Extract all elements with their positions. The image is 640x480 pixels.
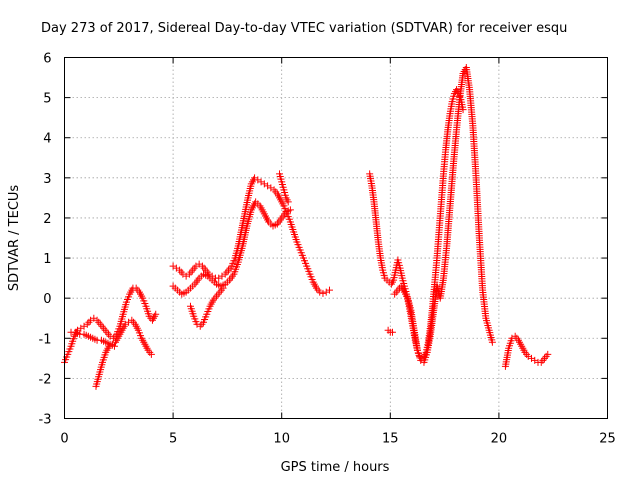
x-tick-label: 5 bbox=[169, 432, 177, 447]
data-point bbox=[544, 350, 552, 358]
y-tick-label: -3 bbox=[39, 413, 52, 428]
data-point bbox=[219, 284, 227, 292]
y-tick-label: 0 bbox=[43, 292, 51, 307]
grid bbox=[64, 57, 608, 419]
data-point bbox=[284, 198, 292, 206]
data-point bbox=[286, 206, 294, 214]
data-point bbox=[110, 342, 118, 350]
x-tick-label: 15 bbox=[382, 432, 399, 447]
plot-frame bbox=[64, 57, 608, 419]
y-tick-label: 6 bbox=[43, 52, 51, 67]
data-point bbox=[316, 288, 324, 296]
x-tick-label: 20 bbox=[491, 432, 508, 447]
y-tick-label: -2 bbox=[39, 372, 52, 387]
data-point bbox=[147, 350, 155, 358]
series-arc-f bbox=[186, 284, 227, 330]
series-arc-d bbox=[169, 174, 333, 297]
x-tick-label: 25 bbox=[599, 432, 616, 447]
x-tick-label: 0 bbox=[60, 432, 68, 447]
y-tick-labels: -3 -2 -1 0 1 2 3 4 5 6 bbox=[39, 52, 52, 428]
series-arc-e bbox=[169, 198, 294, 298]
data-point bbox=[388, 328, 396, 336]
data-points bbox=[61, 64, 552, 390]
series-arc-i bbox=[391, 64, 496, 366]
series-arc-c bbox=[67, 328, 118, 350]
series-arc-j bbox=[384, 326, 396, 336]
y-tick-label: -1 bbox=[39, 332, 52, 347]
series-arc-k bbox=[501, 332, 552, 370]
y-tick-label: 1 bbox=[43, 252, 51, 267]
x-tick-labels: 0 5 10 15 20 25 bbox=[60, 432, 615, 447]
chart-title: Day 273 of 2017, Sidereal Day-to-day VTE… bbox=[41, 21, 567, 36]
data-point bbox=[325, 286, 333, 294]
data-point bbox=[319, 289, 327, 297]
series-arc-a bbox=[61, 284, 160, 366]
data-point bbox=[488, 338, 496, 346]
y-tick-label: 4 bbox=[43, 132, 51, 147]
data-point bbox=[152, 310, 160, 318]
y-tick-label: 5 bbox=[43, 92, 51, 107]
y-tick-label: 3 bbox=[43, 172, 51, 187]
x-tick-label: 10 bbox=[273, 432, 290, 447]
series-arc-g bbox=[276, 170, 292, 206]
x-axis-label: GPS time / hours bbox=[281, 460, 390, 475]
axis-ticks bbox=[64, 57, 608, 419]
y-tick-label: 2 bbox=[43, 212, 51, 227]
y-axis-label: SDTVAR / TECUs bbox=[7, 185, 22, 292]
data-point bbox=[459, 106, 467, 114]
